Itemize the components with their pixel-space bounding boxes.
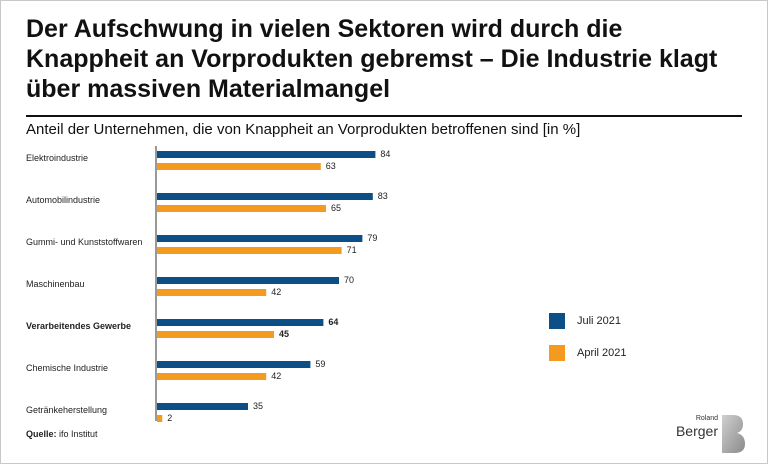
bar-april	[157, 247, 342, 254]
logo-b-icon	[722, 415, 745, 453]
legend-swatch-juli	[549, 313, 565, 329]
bar-april	[157, 289, 267, 296]
roland-berger-logo: Roland Berger	[671, 413, 746, 455]
bar-juli	[157, 319, 324, 326]
bar-april	[157, 205, 326, 212]
source-note: Quelle: ifo Institut	[26, 429, 98, 439]
category-label: Gummi- und Kunststoffwaren	[26, 237, 142, 247]
data-label-april: 42	[271, 287, 281, 297]
chart-subtitle: Anteil der Unternehmen, die von Knapphei…	[26, 121, 581, 138]
source-label: Quelle:	[26, 429, 57, 439]
bar-april	[157, 163, 321, 170]
data-label-april: 2	[167, 413, 172, 423]
bar-april	[157, 373, 267, 380]
category-label: Maschinenbau	[26, 279, 85, 289]
bar-juli	[157, 277, 339, 284]
data-label-juli: 59	[315, 359, 325, 369]
legend-label-juli: Juli 2021	[577, 315, 622, 327]
data-label-april: 42	[271, 371, 281, 381]
data-label-juli: 64	[328, 317, 338, 327]
category-label: Elektroindustrie	[26, 153, 88, 163]
bar-juli	[157, 151, 376, 158]
category-label: Automobilindustrie	[26, 195, 100, 205]
data-label-juli: 70	[344, 275, 354, 285]
logo-main-text: Berger	[675, 423, 718, 439]
legend-label-april: April 2021	[577, 347, 627, 359]
bar-april	[157, 331, 274, 338]
category-label: Chemische Industrie	[26, 363, 108, 373]
data-label-april: 65	[331, 203, 341, 213]
bar-april	[157, 415, 163, 422]
data-label-juli: 35	[253, 401, 263, 411]
bar-juli	[157, 193, 373, 200]
chart-title: Der Aufschwung in vielen Sektoren wird d…	[26, 15, 718, 103]
data-label-april: 63	[326, 161, 336, 171]
bar-juli	[157, 361, 311, 368]
bar-juli	[157, 403, 248, 410]
category-label: Getränkeherstellung	[26, 405, 107, 415]
title-divider	[26, 115, 742, 117]
data-label-juli: 84	[380, 149, 390, 159]
category-label: Verarbeitendes Gewerbe	[26, 321, 131, 331]
legend-item-juli: Juli 2021	[549, 312, 621, 330]
source-text: ifo Institut	[59, 429, 98, 439]
bar-juli	[157, 235, 363, 242]
data-label-juli: 79	[367, 233, 377, 243]
data-label-juli: 83	[378, 191, 388, 201]
legend-swatch-april	[549, 345, 565, 361]
data-label-april: 71	[347, 245, 357, 255]
legend-item-april: April 2021	[549, 344, 627, 362]
data-label-april: 45	[279, 329, 289, 339]
logo-small-text: Roland	[695, 415, 718, 422]
